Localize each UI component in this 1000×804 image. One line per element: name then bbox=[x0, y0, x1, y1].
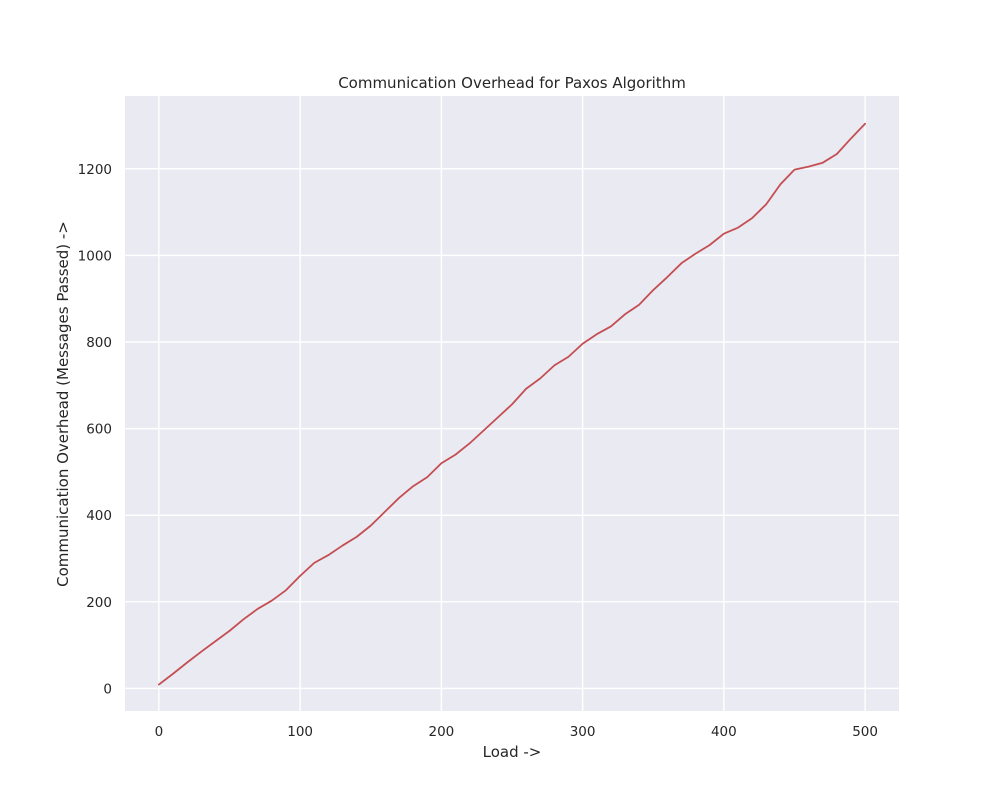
x-tick-label: 0 bbox=[155, 724, 164, 740]
y-tick-label: 600 bbox=[86, 422, 112, 438]
series-line bbox=[157, 122, 866, 686]
tick-labels: 0 100 200 300 400 500 0 200 400 600 800 1000 1200 bbox=[78, 162, 878, 740]
grid-lines bbox=[125, 96, 899, 711]
y-tick-label: 400 bbox=[86, 508, 112, 524]
y-axis-label: Communication Overhead (Messages Passed)… bbox=[54, 221, 72, 587]
y-tick-label: 200 bbox=[86, 595, 112, 611]
x-tick-label: 500 bbox=[852, 724, 878, 740]
chart-title: Communication Overhead for Paxos Algorit… bbox=[338, 74, 686, 92]
x-axis-label: Load -> bbox=[483, 743, 542, 761]
y-tick-label: 1200 bbox=[78, 162, 112, 178]
y-tick-label: 1000 bbox=[78, 248, 112, 264]
x-tick-label: 100 bbox=[287, 724, 313, 740]
y-tick-label: 800 bbox=[86, 335, 112, 351]
x-tick-label: 300 bbox=[570, 724, 596, 740]
y-tick-label: 0 bbox=[103, 681, 112, 697]
x-tick-label: 200 bbox=[428, 724, 454, 740]
series-layer bbox=[157, 122, 866, 686]
x-tick-label: 400 bbox=[711, 724, 737, 740]
